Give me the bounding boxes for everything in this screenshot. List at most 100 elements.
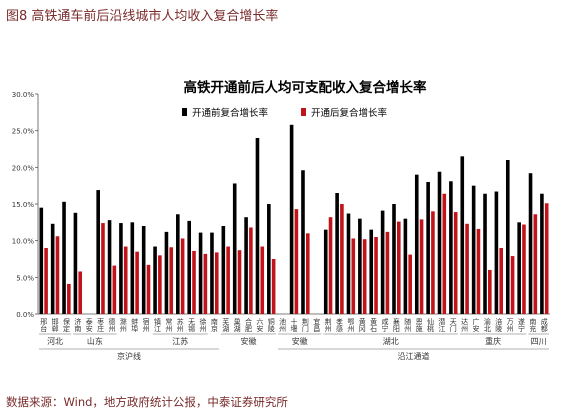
bar-before [414, 174, 419, 314]
bar-after [465, 223, 469, 314]
bar-after [544, 203, 549, 314]
figure-source: 数据来源：Wind，地方政府统计公报，中泰证券研究所 [6, 395, 288, 409]
bar-after [374, 237, 378, 314]
y-tick-label: 0.0% [16, 311, 34, 319]
bar-after [55, 236, 60, 314]
x-tick-label: 池州 [279, 317, 287, 332]
group-label: 湖北 [383, 337, 399, 346]
axes: 0.0% 5.0% 10.0% 15.0% 20.0% 25.0% 30.0% [12, 91, 550, 319]
x-tick-label: 涪陵 [495, 317, 503, 333]
bar-before [437, 171, 442, 314]
bar-before [289, 124, 294, 314]
bar-before [164, 231, 169, 314]
x-tick-label: 枣庄 [97, 317, 105, 333]
bar-after [226, 246, 230, 314]
bar-after [351, 238, 356, 314]
bar-after [294, 209, 299, 314]
bar-after [385, 231, 390, 314]
bar-before [517, 222, 521, 314]
bar-after [123, 246, 128, 314]
group-label: 河北 [47, 336, 63, 346]
group-label: 沿江通道 [397, 351, 429, 361]
bar-after [203, 253, 208, 314]
bar-after [499, 248, 503, 314]
bar-before [96, 190, 100, 314]
x-tick-label: 潜江 [438, 317, 446, 333]
bar-before [255, 138, 260, 314]
x-tick-label: 十堰 [290, 317, 298, 332]
bar-before [39, 207, 44, 314]
bar-before [460, 156, 465, 314]
bar-after [249, 227, 253, 314]
bar-after [340, 204, 344, 314]
bar-after [453, 212, 458, 314]
bar-after [146, 264, 151, 314]
group-label: 京沪线 [117, 351, 141, 361]
x-tick-label: 恩施 [415, 318, 423, 333]
x-tick-label: 鄂州 [347, 317, 355, 332]
bar-before [301, 170, 305, 314]
bar-before [369, 229, 374, 314]
bar-after [419, 219, 424, 314]
bar-before [73, 212, 78, 314]
bar-after [112, 265, 117, 314]
x-tick-label: 万州 [506, 318, 514, 332]
y-tick-label: 25.0% [12, 128, 35, 136]
bar-before [346, 213, 351, 314]
bar-after [305, 233, 310, 314]
x-tick-label: 南充 [529, 317, 537, 333]
group-label: 山东 [87, 336, 103, 346]
x-tick-label: 保定 [62, 317, 70, 333]
figure-title: 图8 高铁通车前后沿线城市人均收入复合增长率 [6, 9, 279, 24]
x-tick-label: 成都 [540, 317, 548, 333]
bar-after [192, 250, 196, 314]
legend-label-before: 开通前复合增长率 [192, 107, 269, 119]
x-tick-label: 德州 [108, 317, 116, 332]
bar-before [176, 214, 180, 314]
x-tick-label: 黄石 [370, 317, 378, 333]
bar-after [180, 238, 185, 314]
group-label: 重庆 [485, 336, 501, 346]
group-label: 江苏 [172, 336, 188, 346]
bar-before [494, 191, 499, 314]
bar-after [510, 256, 515, 314]
bar-before [198, 232, 203, 314]
bar-before [50, 223, 55, 314]
bar-before [323, 229, 328, 314]
legend-label-after: 开通后复合增长率 [311, 107, 388, 119]
x-tick-label: 咸宁 [381, 317, 389, 332]
bar-after [67, 283, 71, 314]
bar-before [244, 217, 248, 314]
bar-before [392, 204, 396, 314]
y-tick-label: 10.0% [12, 238, 35, 246]
x-tick-label: 渝北 [483, 317, 491, 333]
x-tick-label: 邯郸 [51, 317, 59, 333]
bar-after [214, 252, 219, 314]
x-tick-labels: 邢台 邯郸 保定 济南 泰安 枣庄 德州 滁州 蚌埠 宿州 镇江 常州 苏州 无锡 徐州 南京 芜湖 巢湖 合肥 六安… [40, 317, 549, 333]
x-tick-label: 随州 [404, 317, 412, 332]
bar-before [483, 193, 487, 314]
x-tick-label: 黄冈 [358, 317, 366, 333]
bar-before [358, 218, 362, 314]
bar-after [442, 193, 447, 314]
y-tick-label: 5.0% [16, 274, 34, 282]
bar-before [62, 201, 66, 314]
x-tick-label: 苏州 [176, 317, 184, 332]
bar-before [528, 173, 533, 314]
x-tick-label: 宜昌 [313, 317, 321, 333]
legend-swatch-before [182, 108, 187, 116]
bar-after [431, 211, 435, 314]
bar-before [449, 181, 453, 314]
x-tick-label: 徐州 [199, 317, 207, 332]
bar-after [397, 221, 401, 314]
x-tick-label: 合肥 [244, 317, 252, 333]
bar-before [119, 223, 123, 314]
legend: 开通前复合增长率 开通后复合增长率 [182, 107, 388, 119]
bar-after [362, 239, 367, 314]
chart-title: 高铁开通前后人均可支配收入复合增长率 [184, 79, 427, 96]
x-tick-label: 铜陵 [267, 317, 275, 333]
bar-before [130, 222, 135, 314]
group-label: 安徽 [240, 336, 256, 346]
